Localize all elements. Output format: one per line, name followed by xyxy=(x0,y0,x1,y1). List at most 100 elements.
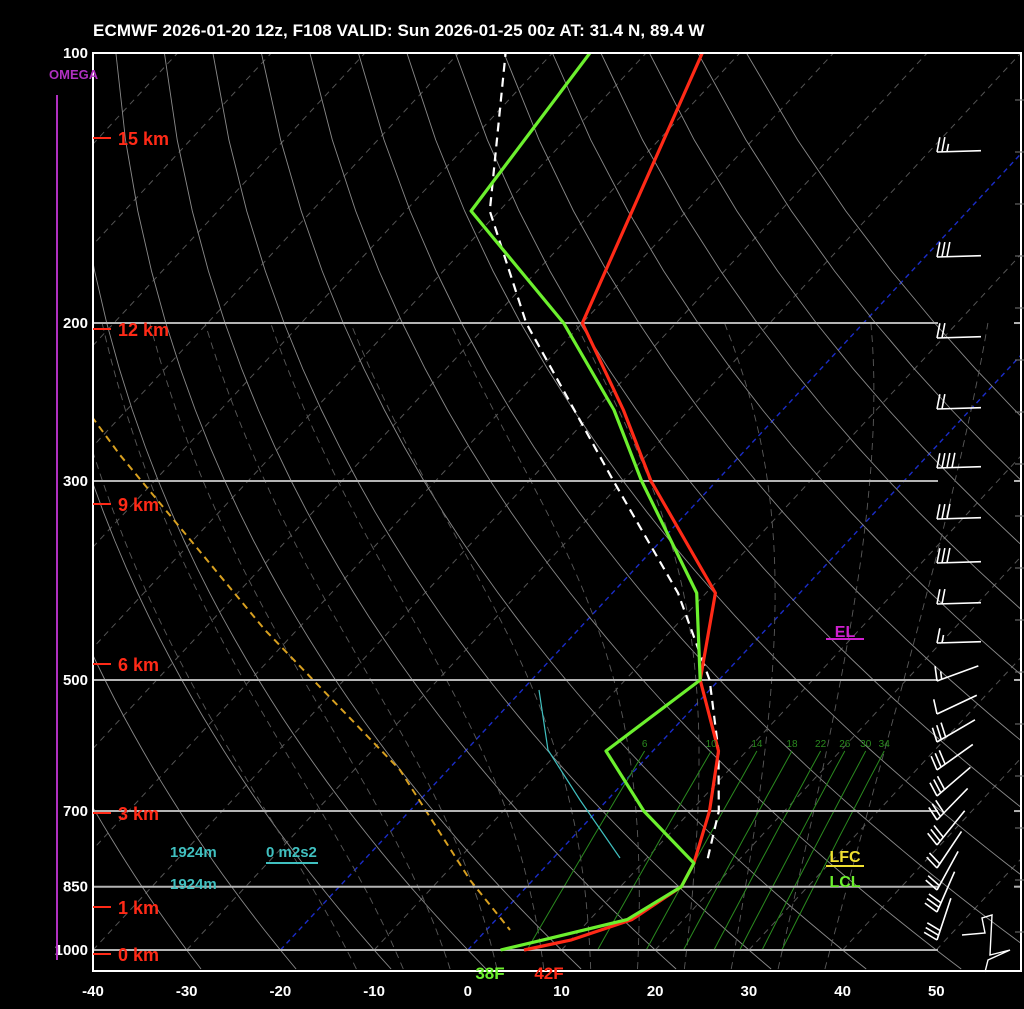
isotherm xyxy=(373,253,1021,951)
wind-barb-feather xyxy=(929,782,938,797)
dry-adiabat xyxy=(115,53,582,970)
wind-barb-feather xyxy=(936,394,941,410)
moist-adiabat xyxy=(574,322,700,970)
wind-barb-feather xyxy=(946,241,951,257)
wind-barb-staff xyxy=(936,335,982,339)
wind-barb-feather xyxy=(946,547,951,563)
wind-barb-staff xyxy=(936,743,974,771)
wind-barb-feather xyxy=(931,727,938,743)
isotherm xyxy=(186,53,1021,951)
isotherm xyxy=(93,53,741,750)
wind-barb-staff xyxy=(936,897,952,941)
x-tick-label: -40 xyxy=(82,983,104,1000)
height-label: 9 km xyxy=(118,495,159,515)
mixing-ratio-label: 18 xyxy=(786,739,798,750)
pressure-label: 100 xyxy=(63,45,88,62)
wind-barb-feather xyxy=(934,666,938,682)
pressure-label: 300 xyxy=(63,473,88,490)
mixing-ratio-line xyxy=(761,750,867,951)
wind-barb-feather xyxy=(926,856,938,869)
isotherm xyxy=(93,53,928,951)
dry-adiabat xyxy=(454,53,1021,808)
x-tick-label: -10 xyxy=(363,983,385,1000)
wind-barb-feather xyxy=(936,453,941,469)
helicity-label: 0 m2s2 xyxy=(266,844,317,861)
wind-barb xyxy=(929,766,971,797)
wind-barb-staff xyxy=(936,601,982,605)
wind-barb-feather xyxy=(930,828,941,842)
height-label: 12 km xyxy=(118,320,169,340)
wind-barb-feather xyxy=(928,852,941,865)
wind-barb-feather xyxy=(926,897,940,909)
moist-adiabat xyxy=(93,450,357,970)
wind-barb-feather xyxy=(941,136,946,153)
x-tick-label: 40 xyxy=(834,983,851,1000)
moist-adiabat xyxy=(824,322,989,970)
isotherm-highlight xyxy=(279,152,1021,951)
dry-adiabat xyxy=(93,259,487,970)
wind-barb xyxy=(928,787,969,821)
moist-adiabat xyxy=(449,322,640,970)
cin-height-label: 1924m xyxy=(170,844,217,861)
wind-barb-feather xyxy=(928,893,942,904)
wind-barb-feather xyxy=(935,799,945,814)
omega-label: OMEGA xyxy=(49,67,99,82)
wind-barb-feather xyxy=(925,926,939,936)
wind-barb xyxy=(934,665,979,682)
wetbulb-trace xyxy=(538,689,621,859)
mixing-ratio-line xyxy=(713,750,822,951)
wind-barb xyxy=(936,322,982,339)
mixing-ratio-line xyxy=(781,750,885,951)
wind-barb xyxy=(924,871,956,913)
wind-barb-feather xyxy=(924,902,938,913)
wind-barb-staff xyxy=(936,665,979,682)
wind-barb-feather xyxy=(941,503,946,520)
wind-barb-feather xyxy=(946,503,951,519)
wind-barb xyxy=(931,719,976,743)
wind-barb xyxy=(927,810,966,846)
wind-barb-staff xyxy=(936,719,976,743)
x-tick-label: 50 xyxy=(928,983,945,1000)
wind-barb-staff xyxy=(936,254,982,258)
moist-adiabat xyxy=(270,322,545,970)
dry-adiabat xyxy=(93,806,202,970)
wind-barb xyxy=(932,694,978,715)
isotherm xyxy=(561,455,1021,951)
dashed-orange-line xyxy=(93,416,511,931)
dry-adiabat xyxy=(357,53,1021,944)
mixing-ratio-label: 26 xyxy=(839,739,851,750)
wind-barb-feather xyxy=(936,504,941,520)
dry-adiabat xyxy=(93,482,392,970)
pressure-label: 500 xyxy=(63,672,88,689)
mixing-ratio-label: 10 xyxy=(706,739,718,750)
dry-adiabat xyxy=(93,654,297,970)
wind-barb-feather xyxy=(941,322,946,339)
wind-barb-staff xyxy=(936,851,959,891)
wind-barb-feather xyxy=(923,931,938,941)
wind-barb-feather xyxy=(939,671,943,680)
isotherm-highlight xyxy=(467,354,1021,951)
wind-barb-feather xyxy=(936,137,941,153)
pressure-label: 1000 xyxy=(55,942,88,959)
moist-adiabat xyxy=(149,322,451,970)
wind-barb-feather xyxy=(936,775,946,790)
wind-barb-feather xyxy=(928,807,938,821)
isotherm xyxy=(935,858,1021,951)
dry-adiabat xyxy=(697,53,1021,481)
moist-adiabat xyxy=(350,322,592,970)
wind-barb-feather xyxy=(927,875,940,887)
x-tick-label: 0 xyxy=(464,983,472,1000)
mixing-ratio-line xyxy=(739,750,846,951)
wind-barb-staff xyxy=(936,465,982,469)
wind-barb-feather xyxy=(951,452,956,468)
wind-barb-staff xyxy=(936,787,969,821)
dry-adiabat xyxy=(746,53,1021,417)
x-tick-label: 10 xyxy=(553,983,570,1000)
moist-adiabat xyxy=(204,322,498,970)
chart-title: ECMWF 2026-01-20 12z, F108 VALID: Sun 20… xyxy=(93,21,705,40)
el-label: EL xyxy=(835,624,856,641)
moist-adiabat xyxy=(724,322,776,970)
wind-barb-staff xyxy=(936,766,971,797)
wind-barb-staff xyxy=(936,810,966,846)
wind-barb-staff xyxy=(936,871,956,913)
